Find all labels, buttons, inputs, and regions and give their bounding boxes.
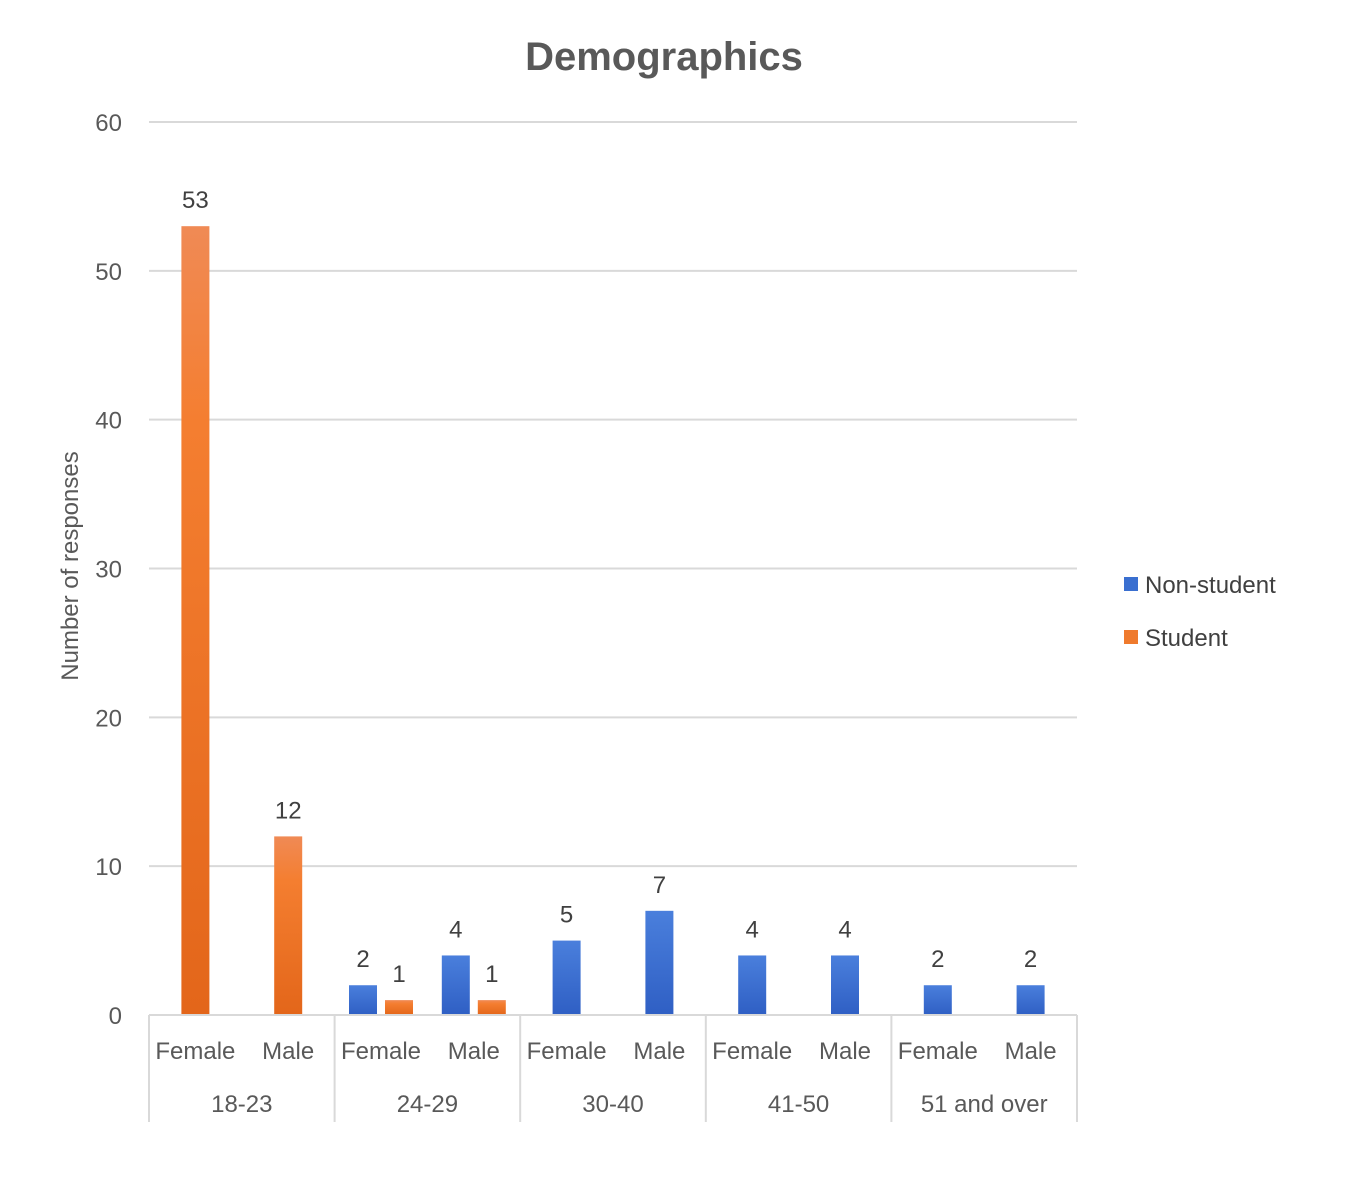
y-tick-label: 0 — [109, 1003, 122, 1030]
legend-swatch — [1124, 577, 1138, 591]
y-tick-label: 50 — [95, 259, 122, 286]
y-axis-ticks: 0 10 20 30 40 50 60 — [95, 110, 122, 1030]
bar-non-student — [441, 955, 470, 1015]
x-category-label: Female — [712, 1038, 792, 1065]
x-category-label: Female — [527, 1038, 607, 1065]
bar-non-student — [923, 985, 952, 1015]
bar-non-student — [831, 955, 859, 1015]
x-category-label: Female — [898, 1038, 978, 1065]
bars — [181, 226, 1045, 1015]
y-axis-label: Number of responses — [57, 451, 84, 680]
bar-non-student — [645, 910, 674, 1015]
x-category-label: Female — [341, 1038, 421, 1065]
bar-student — [274, 836, 303, 1015]
legend-swatch — [1124, 630, 1138, 644]
x-group-label: 30-40 — [582, 1091, 643, 1118]
data-label: 5 — [560, 902, 573, 929]
y-tick-label: 10 — [95, 854, 122, 881]
bar-student — [181, 226, 210, 1015]
data-label: 2 — [356, 946, 369, 973]
data-label: 53 — [182, 187, 209, 214]
data-label: 1 — [485, 961, 498, 988]
y-tick-label: 60 — [95, 110, 122, 137]
x-category-label: Male — [633, 1038, 685, 1065]
data-label: 4 — [449, 916, 462, 943]
data-label: 2 — [931, 946, 944, 973]
x-category-label: Male — [262, 1038, 314, 1065]
x-axis: Female Male 18-23 Female Male 24-29 Female Male… — [148, 1014, 1078, 1122]
data-label: 12 — [275, 797, 302, 824]
bar-non-student — [738, 955, 767, 1015]
data-label: 1 — [392, 961, 405, 988]
x-group-label: 51 and over — [921, 1091, 1048, 1118]
x-category-label: Female — [155, 1038, 235, 1065]
x-category-label: Male — [1005, 1038, 1057, 1065]
x-category-label: Male — [819, 1038, 871, 1065]
data-label: 4 — [746, 916, 759, 943]
legend-label: Student — [1145, 625, 1228, 652]
data-label: 7 — [653, 872, 666, 899]
bar-non-student — [552, 940, 581, 1015]
x-group-label: 41-50 — [768, 1091, 829, 1118]
data-label: 4 — [838, 916, 851, 943]
y-tick-label: 30 — [95, 557, 122, 584]
bar-student — [385, 1000, 413, 1015]
x-group-label: 18-23 — [211, 1091, 272, 1118]
bar-student — [477, 1000, 506, 1015]
bar-non-student — [1016, 985, 1045, 1015]
gridlines — [149, 121, 1077, 868]
data-label: 2 — [1024, 946, 1037, 973]
legend-label: Non-student — [1145, 572, 1276, 599]
x-group-label: 24-29 — [397, 1091, 458, 1118]
bar-non-student — [349, 985, 377, 1015]
y-tick-label: 20 — [95, 705, 122, 732]
legend: Non-student Student — [1124, 572, 1276, 652]
chart-title: Demographics — [525, 35, 803, 79]
y-tick-label: 40 — [95, 408, 122, 435]
x-category-label: Male — [448, 1038, 500, 1065]
